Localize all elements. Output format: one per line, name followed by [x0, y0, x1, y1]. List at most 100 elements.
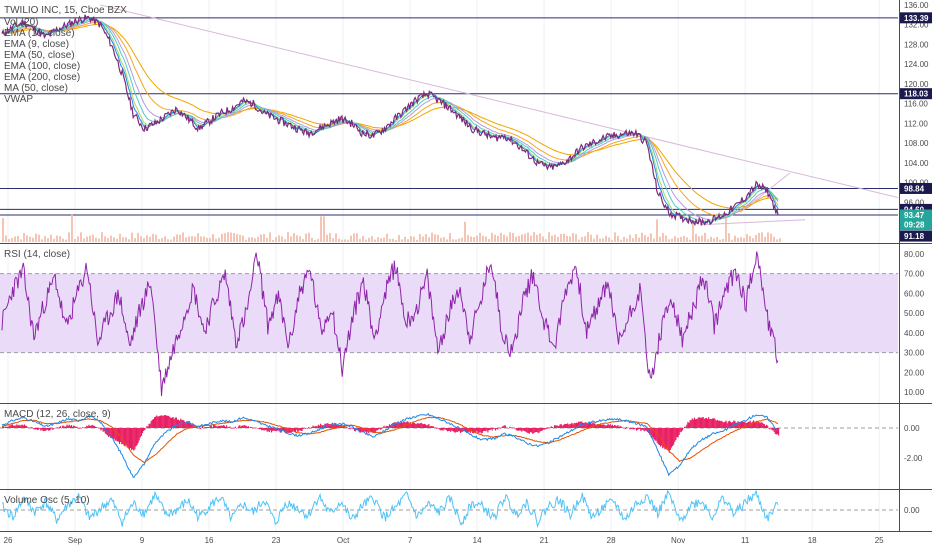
volume-bar	[431, 232, 433, 242]
volume-bar	[551, 235, 553, 242]
macd-hist-bar	[6, 426, 8, 428]
macd-hist-bar	[551, 427, 553, 428]
volume-bar	[422, 236, 424, 242]
price-pane[interactable]: TWILIO INC, 15, Cboe BZX Vol (20)EMA (10…	[0, 4, 899, 242]
macd-hist-bar	[527, 428, 529, 434]
price-axis[interactable]: 136.00 132.00 128.00 124.00 120.00 116.00 112.…	[900, 1, 932, 515]
macd-hist-bar	[583, 422, 585, 428]
volume-bar	[530, 235, 532, 242]
volume-bar	[701, 235, 703, 242]
volume-bar	[317, 238, 319, 242]
volume-bar	[44, 236, 46, 242]
macd-hist-bar	[418, 423, 420, 428]
macd-hist-bar	[669, 428, 671, 450]
macd-hist-bar	[94, 426, 97, 428]
volume-bar	[275, 237, 277, 242]
macd-hist-bar	[743, 421, 745, 428]
volume-osc-pane[interactable]: Volume Osc (5, 10)	[0, 489, 898, 529]
macd-hist-bar	[538, 428, 540, 433]
volume-bar	[620, 239, 622, 242]
macd-hist-bar	[643, 428, 645, 432]
volume-bar	[626, 238, 628, 242]
macd-hist-bar	[286, 428, 288, 434]
macd-hist-bar	[46, 428, 49, 430]
volume-bar	[557, 236, 559, 242]
macd-hist-bar	[442, 428, 444, 431]
rsi-line	[1, 251, 779, 397]
macd-hist-bar	[65, 426, 67, 428]
macd-hist-bar	[386, 425, 388, 428]
time-axis[interactable]: 26 Sep 9 16 23 Oct 7 14 21 28 Nov 11 18 25	[4, 536, 885, 545]
macd-hist-bar	[388, 424, 391, 428]
price-tag	[900, 203, 932, 215]
macd-hist-bar	[9, 425, 11, 428]
macd-hist-bar	[185, 422, 187, 428]
macd-hist-bar	[336, 424, 338, 428]
volume-bar	[542, 236, 544, 242]
macd-hist-bar	[385, 425, 387, 428]
macd-hist-bar	[769, 428, 771, 430]
volume-bar	[248, 237, 250, 242]
macd-hist-bar	[476, 428, 478, 432]
macd-hist-bar	[363, 428, 365, 432]
macd-hist-bar	[276, 428, 278, 432]
macd-hist-bar	[409, 422, 411, 428]
volume-bar	[509, 232, 511, 242]
macd-hist-bar	[361, 428, 363, 432]
volume-bar	[437, 234, 439, 242]
volume-bar	[632, 238, 634, 242]
volume-bar	[95, 237, 97, 242]
volume-bar	[179, 234, 181, 242]
macd-hist-bar	[134, 428, 136, 450]
legend-item: EMA (50, close)	[4, 50, 75, 61]
macd-hist-bar	[152, 419, 155, 428]
macd-hist-bar	[565, 424, 568, 428]
macd-hist-bar	[173, 418, 175, 428]
macd-hist-bar	[233, 428, 235, 429]
macd-hist-bar	[241, 425, 243, 428]
volume-bar	[20, 239, 22, 242]
macd-hist-bar	[696, 419, 698, 428]
macd-hist-bar	[532, 428, 534, 434]
volume-bar	[605, 235, 607, 242]
macd-hist-bar	[662, 428, 664, 449]
macd-hist-bar	[702, 416, 704, 428]
macd-hist-bar	[595, 425, 597, 428]
volume-bar	[347, 239, 349, 242]
macd-hist-bar	[478, 428, 480, 433]
macd-hist-bar	[214, 425, 216, 428]
volume-bar	[419, 233, 421, 242]
macd-hist-bar	[126, 428, 128, 448]
macd-pane[interactable]: MACD (12, 26, close, 9)	[0, 409, 898, 478]
volume-bar	[470, 236, 472, 242]
volume-bar	[203, 236, 205, 242]
macd-hist-bar	[504, 425, 506, 428]
volume-bar	[524, 233, 526, 242]
macd-hist-bar	[464, 428, 466, 432]
macd-hist-bar	[305, 427, 308, 429]
macd-hist-bar	[450, 428, 452, 432]
macd-hist-bar	[216, 426, 218, 428]
price-tick-label: 128.00	[904, 40, 929, 49]
volume-bar	[644, 235, 646, 242]
volume-bar	[767, 232, 769, 242]
macd-hist-bar	[441, 428, 443, 430]
volume-bar	[383, 237, 385, 242]
volume-bar	[116, 238, 118, 242]
rsi-pane[interactable]: RSI (14, close)	[0, 249, 898, 397]
volume-bar	[287, 232, 289, 242]
macd-hist-bar	[511, 427, 513, 428]
macd-hist-bar	[360, 428, 362, 433]
macd-hist-bar	[316, 426, 318, 428]
macd-hist-bar	[764, 425, 767, 428]
macd-hist-bar	[141, 428, 144, 434]
volume-bar	[587, 232, 589, 242]
macd-hist-bar	[722, 422, 724, 428]
macd-hist-bar	[138, 428, 140, 441]
macd-hist-bar	[745, 422, 747, 428]
macd-hist-bar	[536, 428, 538, 432]
macd-hist-bar	[465, 428, 467, 432]
macd-hist-bar	[548, 428, 550, 429]
macd-histogram	[0, 414, 898, 453]
macd-hist-bar	[652, 428, 654, 438]
